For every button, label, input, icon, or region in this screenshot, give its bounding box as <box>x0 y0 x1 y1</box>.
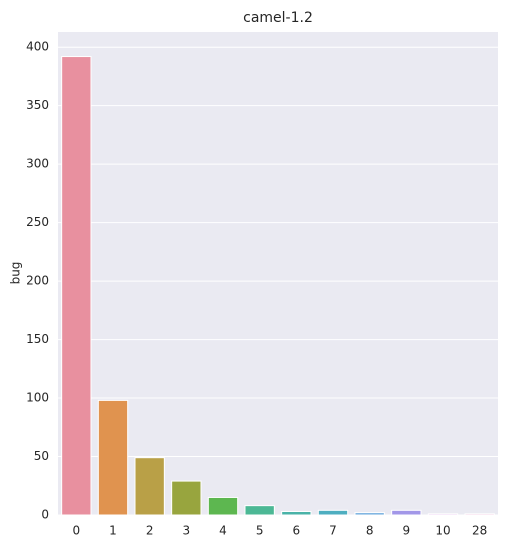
y-tick-label: 300 <box>26 157 49 171</box>
bar <box>391 509 422 516</box>
x-tick-label: 4 <box>219 524 227 538</box>
bar <box>134 457 165 516</box>
y-tick-label: 0 <box>41 508 49 522</box>
x-tick-label: 0 <box>73 524 81 538</box>
y-axis-label: bug <box>9 262 23 285</box>
x-tick-label: 3 <box>183 524 191 538</box>
x-tick-label: 5 <box>256 524 264 538</box>
x-tick-label: 9 <box>403 524 411 538</box>
bar <box>171 480 202 516</box>
y-tick-label: 150 <box>26 332 49 346</box>
y-tick-label: 200 <box>26 274 49 288</box>
bar <box>427 513 459 516</box>
y-tick-label: 400 <box>26 40 49 54</box>
x-tick-label: 7 <box>329 524 337 538</box>
y-tick-label: 100 <box>26 391 49 405</box>
y-tick-label: 50 <box>34 449 49 463</box>
y-tick-label: 350 <box>26 98 49 112</box>
bar <box>281 510 312 516</box>
chart-title: camel-1.2 <box>243 10 313 26</box>
plot-area <box>58 32 498 515</box>
bar <box>464 513 495 516</box>
x-tick-label: 6 <box>293 524 301 538</box>
bar <box>244 505 275 516</box>
bar <box>354 512 385 516</box>
x-tick-label: 10 <box>435 524 450 538</box>
bar <box>61 56 92 516</box>
bar <box>317 509 349 516</box>
x-tick-label: 8 <box>366 524 374 538</box>
bar <box>97 399 129 516</box>
x-tick-label: 2 <box>146 524 154 538</box>
x-tick-label: 28 <box>472 524 487 538</box>
bar <box>207 496 239 516</box>
y-tick-label: 250 <box>26 215 49 229</box>
x-tick-label: 1 <box>109 524 117 538</box>
